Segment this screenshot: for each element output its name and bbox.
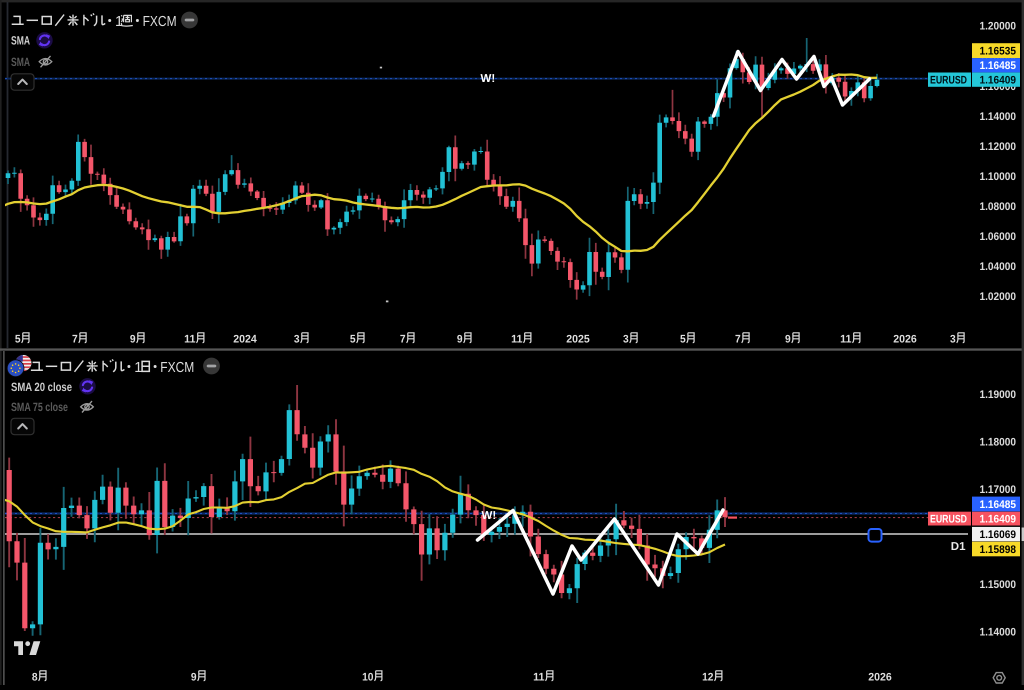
svg-text:3: 3	[950, 333, 956, 345]
svg-text:7: 7	[72, 333, 78, 345]
svg-text:12: 12	[702, 671, 713, 683]
svg-text:1.06000: 1.06000	[980, 231, 1017, 243]
svg-text:9: 9	[785, 333, 791, 345]
svg-text:1.12000: 1.12000	[980, 141, 1017, 153]
svg-text:2026: 2026	[868, 671, 892, 683]
svg-text:1.14000: 1.14000	[980, 111, 1017, 123]
svg-text:EURUSD: EURUSD	[930, 75, 967, 87]
svg-text:1.16409: 1.16409	[980, 514, 1017, 526]
svg-text:1.04000: 1.04000	[980, 261, 1017, 273]
svg-text:D1: D1	[951, 541, 966, 553]
svg-text:5: 5	[15, 333, 21, 345]
svg-text:1.14000: 1.14000	[980, 626, 1017, 638]
svg-text:EURUSD: EURUSD	[930, 514, 967, 526]
svg-text:1: 1	[115, 14, 123, 30]
svg-text:11: 11	[184, 333, 195, 345]
svg-text:7: 7	[735, 333, 741, 345]
svg-text:9: 9	[457, 333, 463, 345]
svg-text:1.02000: 1.02000	[980, 291, 1017, 303]
svg-text:1.17000: 1.17000	[980, 484, 1017, 496]
svg-text:1.19000: 1.19000	[980, 389, 1017, 401]
svg-text:1.10000: 1.10000	[980, 171, 1017, 183]
svg-text:W!: W!	[481, 73, 496, 85]
svg-text:1.15000: 1.15000	[980, 579, 1017, 591]
svg-text:1: 1	[134, 360, 142, 376]
svg-text:8: 8	[32, 671, 38, 683]
svg-text:1.18000: 1.18000	[980, 436, 1017, 448]
svg-text:SMA 75 close: SMA 75 close	[11, 400, 68, 414]
svg-text:1.15898: 1.15898	[980, 544, 1017, 556]
svg-text:FXCM: FXCM	[143, 14, 177, 30]
svg-text:1.16535: 1.16535	[980, 46, 1017, 58]
svg-text:3: 3	[294, 333, 300, 345]
svg-text:3: 3	[623, 333, 629, 345]
svg-text:11: 11	[840, 333, 851, 345]
svg-text:W!: W!	[482, 510, 497, 522]
svg-text:SMA: SMA	[11, 55, 30, 69]
svg-text:1.16485: 1.16485	[980, 499, 1017, 511]
svg-text:11: 11	[511, 333, 522, 345]
svg-text:FXCM: FXCM	[160, 360, 194, 376]
svg-text:2025: 2025	[566, 333, 590, 345]
svg-text:SMA: SMA	[11, 34, 30, 48]
svg-text:2026: 2026	[893, 333, 917, 345]
svg-text:9: 9	[191, 671, 197, 683]
svg-text:5: 5	[680, 333, 686, 345]
svg-text:7: 7	[400, 333, 406, 345]
svg-text:SMA 20 close: SMA 20 close	[11, 380, 72, 394]
svg-text:1.08000: 1.08000	[980, 201, 1017, 213]
svg-text:9: 9	[130, 333, 136, 345]
svg-text:1.16485: 1.16485	[980, 60, 1017, 72]
svg-text:1.16069: 1.16069	[980, 529, 1017, 541]
svg-text:1.16409: 1.16409	[980, 75, 1017, 87]
svg-text:1.20000: 1.20000	[980, 21, 1017, 33]
svg-text:5: 5	[350, 333, 356, 345]
svg-text:11: 11	[533, 671, 544, 683]
svg-text:2024: 2024	[233, 333, 257, 345]
svg-text:10: 10	[362, 671, 373, 683]
